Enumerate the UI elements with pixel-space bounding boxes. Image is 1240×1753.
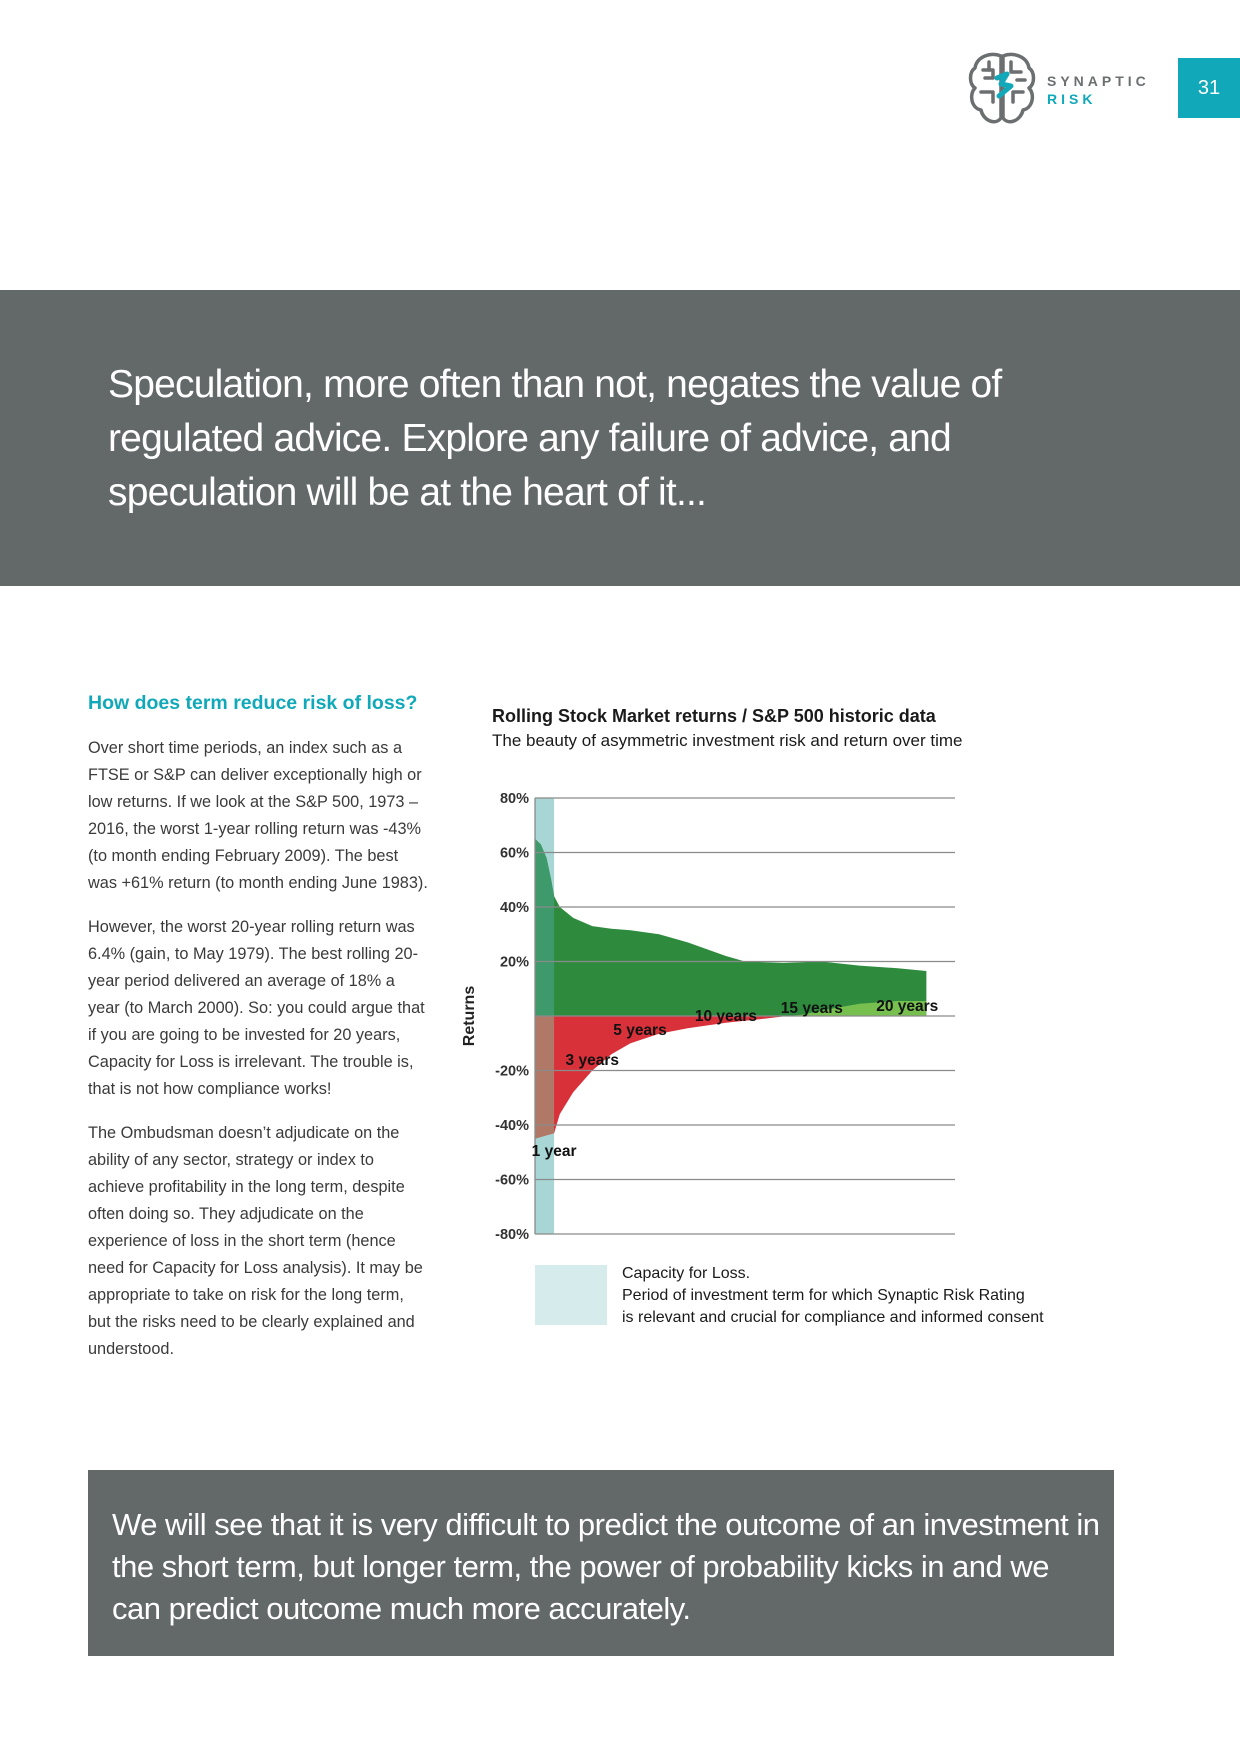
article-column: How does term reduce risk of loss? Over …: [88, 692, 428, 1380]
y-tick-label: 20%: [500, 955, 529, 971]
term-label: 3 years: [566, 1052, 619, 1069]
paragraph-3: The Ombudsman doesn’t adjudicate on the …: [88, 1124, 423, 1358]
legend-swatch-capacity: [535, 1265, 607, 1325]
paragraph-1: Over short time periods, an index such a…: [88, 739, 428, 892]
section-heading: How does term reduce risk of loss?: [88, 692, 418, 714]
term-label: 15 years: [781, 1000, 843, 1017]
term-label: 10 years: [695, 1008, 757, 1025]
y-tick-label: -80%: [495, 1227, 529, 1243]
chart-title: Rolling Stock Market returns / S&P 500 h…: [492, 706, 936, 726]
y-tick-label: 60%: [500, 846, 529, 862]
y-tick-label: -60%: [495, 1173, 529, 1189]
brand-name-risk: RISK: [1047, 91, 1097, 107]
pull-quote-band: Speculation, more often than not, negate…: [0, 290, 1240, 586]
worst-return-positive-area: [787, 1001, 927, 1016]
term-label: 1 year: [532, 1143, 577, 1160]
summary-text: We will see that it is very difficult to…: [112, 1507, 1100, 1626]
term-label: 20 years: [876, 998, 938, 1015]
legend-text: Capacity for Loss. Period of investment …: [622, 1263, 1102, 1329]
summary-band: We will see that it is very difficult to…: [88, 1470, 1114, 1656]
brain-icon: [968, 52, 1036, 124]
returns-chart: 80% 60% 40% 20% -20% -40% -60% -80% Returns 1 yea…: [450, 700, 1100, 1340]
paragraph-2: However, the worst 20-year rolling retur…: [88, 918, 425, 1098]
synaptic-risk-logo: SYNAPTIC RISK: [967, 48, 1157, 133]
best-return-band-tint: [535, 838, 555, 1016]
y-tick-label: -20%: [495, 1064, 529, 1080]
legend-description-1: Period of investment term for which Syna…: [622, 1287, 1025, 1304]
pull-quote: Speculation, more often than not, negate…: [108, 363, 1002, 514]
worst-return-area: [535, 1016, 787, 1139]
y-tick-label: -40%: [495, 1118, 529, 1134]
y-tick-label: 40%: [500, 900, 529, 916]
chart-subtitle: The beauty of asymmetric investment risk…: [492, 731, 963, 750]
term-label: 5 years: [613, 1022, 666, 1039]
legend-label: Capacity for Loss.: [622, 1265, 751, 1282]
y-tick-label: 80%: [500, 791, 529, 807]
legend-description-2: is relevant and crucial for compliance a…: [622, 1309, 1044, 1326]
worst-return-band-tint: [535, 1016, 555, 1139]
page-number: 31: [1178, 58, 1240, 118]
chart-plot: 80% 60% 40% 20% -20% -40% -60% -80% Returns 1 yea…: [461, 791, 955, 1243]
y-axis-label: Returns: [461, 986, 478, 1047]
brand-name: SYNAPTIC: [1047, 73, 1150, 89]
best-return-area: [535, 838, 927, 1016]
